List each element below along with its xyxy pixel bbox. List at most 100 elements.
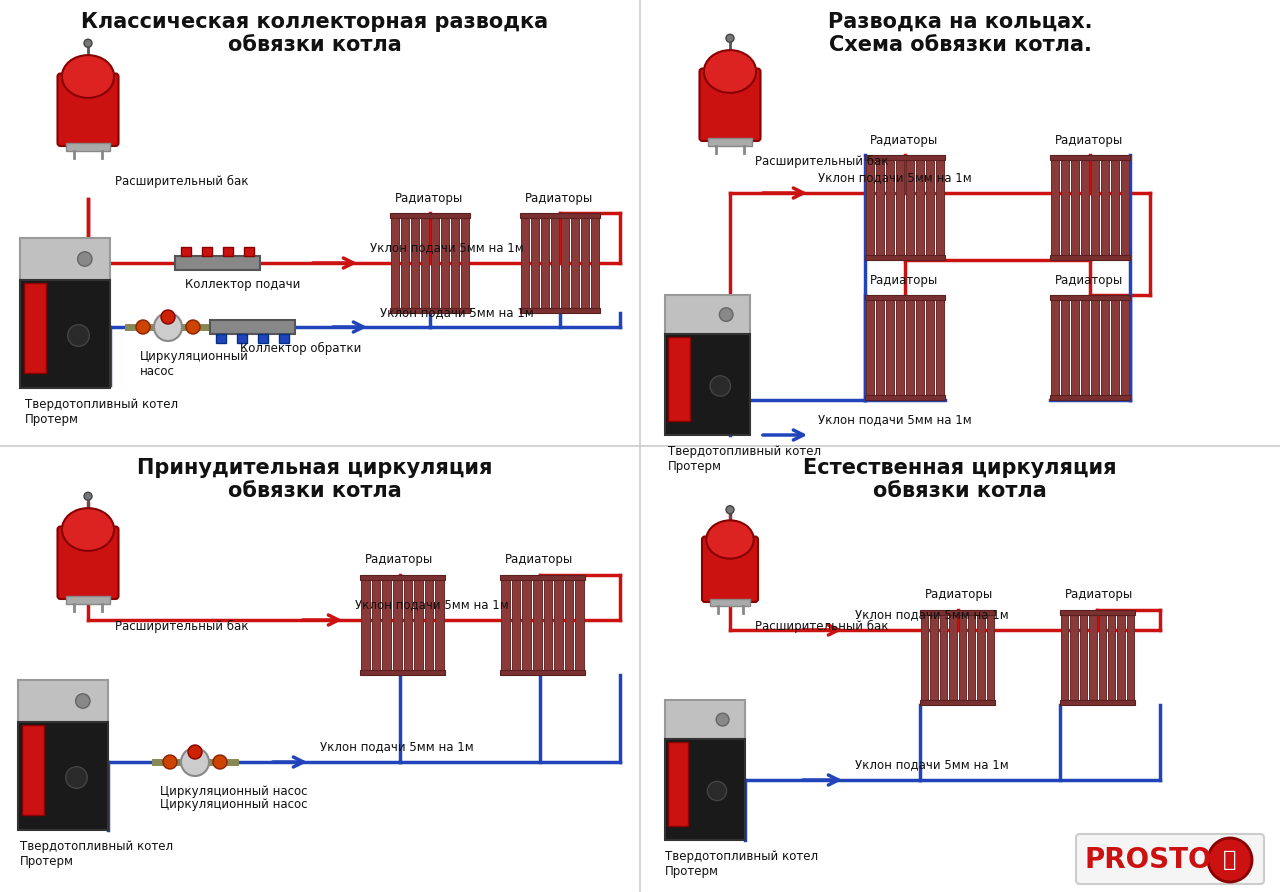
- Bar: [591, 216, 599, 310]
- Text: Принудительная циркуляция
обвязки котла: Принудительная циркуляция обвязки котла: [137, 458, 493, 501]
- Circle shape: [65, 767, 87, 789]
- Bar: [67, 596, 110, 604]
- Circle shape: [78, 252, 92, 266]
- Bar: [237, 334, 247, 343]
- Bar: [202, 247, 212, 256]
- Bar: [916, 158, 924, 257]
- Bar: [916, 298, 924, 397]
- Text: Радиаторы: Радиаторы: [1055, 274, 1124, 287]
- Bar: [886, 158, 893, 257]
- Bar: [886, 298, 893, 397]
- FancyBboxPatch shape: [58, 526, 119, 599]
- Bar: [431, 216, 439, 310]
- Text: Расширительный бак: Расширительный бак: [755, 155, 888, 168]
- Bar: [1051, 298, 1059, 397]
- Bar: [550, 216, 559, 310]
- Circle shape: [186, 320, 200, 334]
- Bar: [175, 256, 260, 270]
- Circle shape: [717, 714, 730, 726]
- Text: Радиаторы: Радиаторы: [870, 134, 938, 147]
- Bar: [867, 298, 874, 397]
- Bar: [708, 138, 753, 145]
- Bar: [1070, 613, 1078, 702]
- Bar: [581, 216, 589, 310]
- Text: Уклон подачи 5мм на 1м: Уклон подачи 5мм на 1м: [818, 171, 972, 184]
- Bar: [936, 298, 945, 397]
- Bar: [360, 575, 445, 580]
- Bar: [544, 578, 552, 672]
- Bar: [564, 578, 573, 672]
- Text: Твердотопливный котел
Протерм: Твердотопливный котел Протерм: [20, 840, 173, 868]
- Bar: [1101, 158, 1108, 257]
- Text: Расширительный бак: Расширительный бак: [115, 620, 248, 633]
- Circle shape: [1208, 838, 1252, 882]
- Bar: [1060, 700, 1135, 705]
- Text: Классическая коллекторная разводка
обвязки котла: Классическая коллекторная разводка обвяз…: [82, 12, 549, 55]
- FancyBboxPatch shape: [699, 69, 760, 141]
- Bar: [1111, 298, 1119, 397]
- Bar: [666, 739, 745, 840]
- Bar: [571, 216, 579, 310]
- Bar: [361, 578, 370, 672]
- Bar: [666, 295, 750, 334]
- FancyBboxPatch shape: [1076, 834, 1265, 884]
- Circle shape: [84, 39, 92, 47]
- Bar: [1071, 158, 1079, 257]
- Bar: [20, 280, 110, 388]
- Bar: [1101, 298, 1108, 397]
- Bar: [666, 334, 750, 435]
- Text: Уклон подачи 5мм на 1м: Уклон подачи 5мм на 1м: [320, 740, 474, 753]
- Bar: [1121, 158, 1129, 257]
- Bar: [500, 578, 509, 672]
- Bar: [18, 680, 108, 722]
- Bar: [390, 308, 470, 313]
- Text: Циркуляционный насос: Циркуляционный насос: [160, 785, 307, 798]
- Bar: [500, 670, 585, 675]
- Bar: [1091, 298, 1100, 397]
- Text: Уклон подачи 5мм на 1м: Уклон подачи 5мм на 1м: [855, 758, 1009, 771]
- Text: Циркуляционный насос: Циркуляционный насос: [160, 798, 307, 811]
- Circle shape: [719, 308, 733, 321]
- Bar: [403, 578, 412, 672]
- Text: Уклон подачи 5мм на 1м: Уклон подачи 5мм на 1м: [855, 608, 1009, 621]
- Bar: [931, 613, 938, 702]
- Bar: [865, 155, 945, 160]
- Ellipse shape: [707, 520, 754, 558]
- Bar: [876, 298, 884, 397]
- Bar: [1060, 610, 1135, 615]
- Circle shape: [136, 320, 150, 334]
- Text: ⏻: ⏻: [1224, 850, 1236, 870]
- Text: Расширительный бак: Расширительный бак: [755, 620, 888, 633]
- Bar: [1050, 295, 1130, 300]
- Bar: [576, 578, 584, 672]
- Bar: [925, 298, 934, 397]
- Bar: [500, 575, 585, 580]
- FancyBboxPatch shape: [58, 73, 119, 146]
- Bar: [520, 308, 600, 313]
- Bar: [1126, 613, 1134, 702]
- Bar: [668, 337, 690, 421]
- Circle shape: [180, 748, 209, 776]
- Bar: [223, 247, 233, 256]
- Text: Радиаторы: Радиаторы: [1055, 134, 1124, 147]
- Bar: [959, 613, 966, 702]
- Bar: [512, 578, 520, 672]
- Circle shape: [84, 492, 92, 500]
- Circle shape: [708, 781, 727, 801]
- Text: Твердотопливный котел
Протерм: Твердотопливный котел Протерм: [668, 445, 822, 473]
- Text: PROSTO: PROSTO: [1084, 846, 1212, 874]
- Text: Уклон подачи 5мм на 1м: Уклон подачи 5мм на 1м: [355, 598, 508, 611]
- Circle shape: [68, 325, 90, 346]
- Text: Радиаторы: Радиаторы: [870, 274, 938, 287]
- Bar: [521, 216, 529, 310]
- Text: Коллектор подачи: Коллектор подачи: [186, 278, 301, 291]
- Bar: [360, 670, 445, 675]
- Bar: [1082, 158, 1089, 257]
- Bar: [1091, 158, 1100, 257]
- Bar: [1082, 298, 1089, 397]
- Text: Расширительный бак: Расширительный бак: [115, 175, 248, 188]
- Circle shape: [212, 755, 227, 769]
- Bar: [922, 613, 928, 702]
- Bar: [1121, 298, 1129, 397]
- Text: Твердотопливный котел
Протерм: Твердотопливный котел Протерм: [26, 398, 178, 426]
